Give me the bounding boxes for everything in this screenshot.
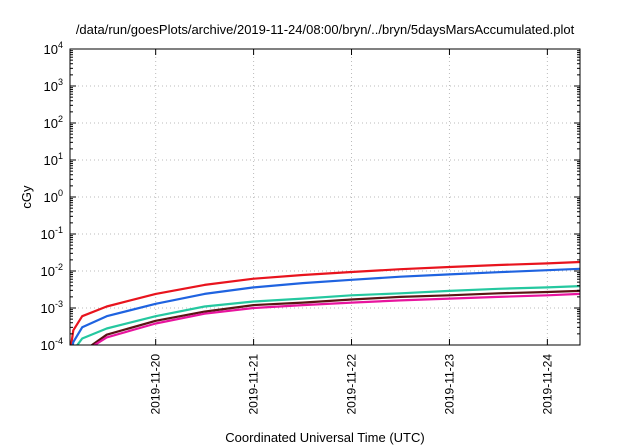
series-group: [70, 260, 580, 345]
series-line: [90, 289, 580, 345]
grid: [70, 49, 580, 345]
x-tick-label: 2019-11-22: [345, 354, 359, 415]
y-tick-label: 103: [44, 77, 63, 94]
y-axis: 10-4 10-3 10-2 10-1 100 101 102 103 104: [41, 40, 580, 353]
series-line: [92, 292, 580, 345]
series-line: [76, 285, 580, 345]
y-tick-label: 100: [44, 188, 63, 205]
y-tick-label: 10-2: [41, 262, 63, 279]
y-tick-label: 10-3: [41, 299, 63, 316]
x-axis-label: Coordinated Universal Time (UTC): [225, 430, 424, 445]
y-tick-label: 104: [44, 40, 63, 57]
y-tick-label: 10-4: [41, 336, 63, 353]
series-line: [71, 267, 580, 345]
y-axis-label: cGy: [19, 185, 34, 209]
series-line: [70, 260, 580, 345]
x-tick-label: 2019-11-21: [247, 354, 261, 415]
x-tick-label: 2019-11-23: [442, 354, 456, 415]
y-tick-label: 101: [44, 151, 63, 168]
x-tick-label: 2019-11-24: [540, 354, 554, 415]
chart-title: /data/run/goesPlots/archive/2019-11-24/0…: [76, 22, 575, 37]
x-tick-label: 2019-11-20: [149, 354, 163, 415]
y-tick-label: 102: [44, 114, 63, 131]
x-axis: 2019-11-20 2019-11-21 2019-11-22 2019-11-23…: [149, 49, 554, 415]
y-tick-label: 10-1: [41, 225, 63, 242]
